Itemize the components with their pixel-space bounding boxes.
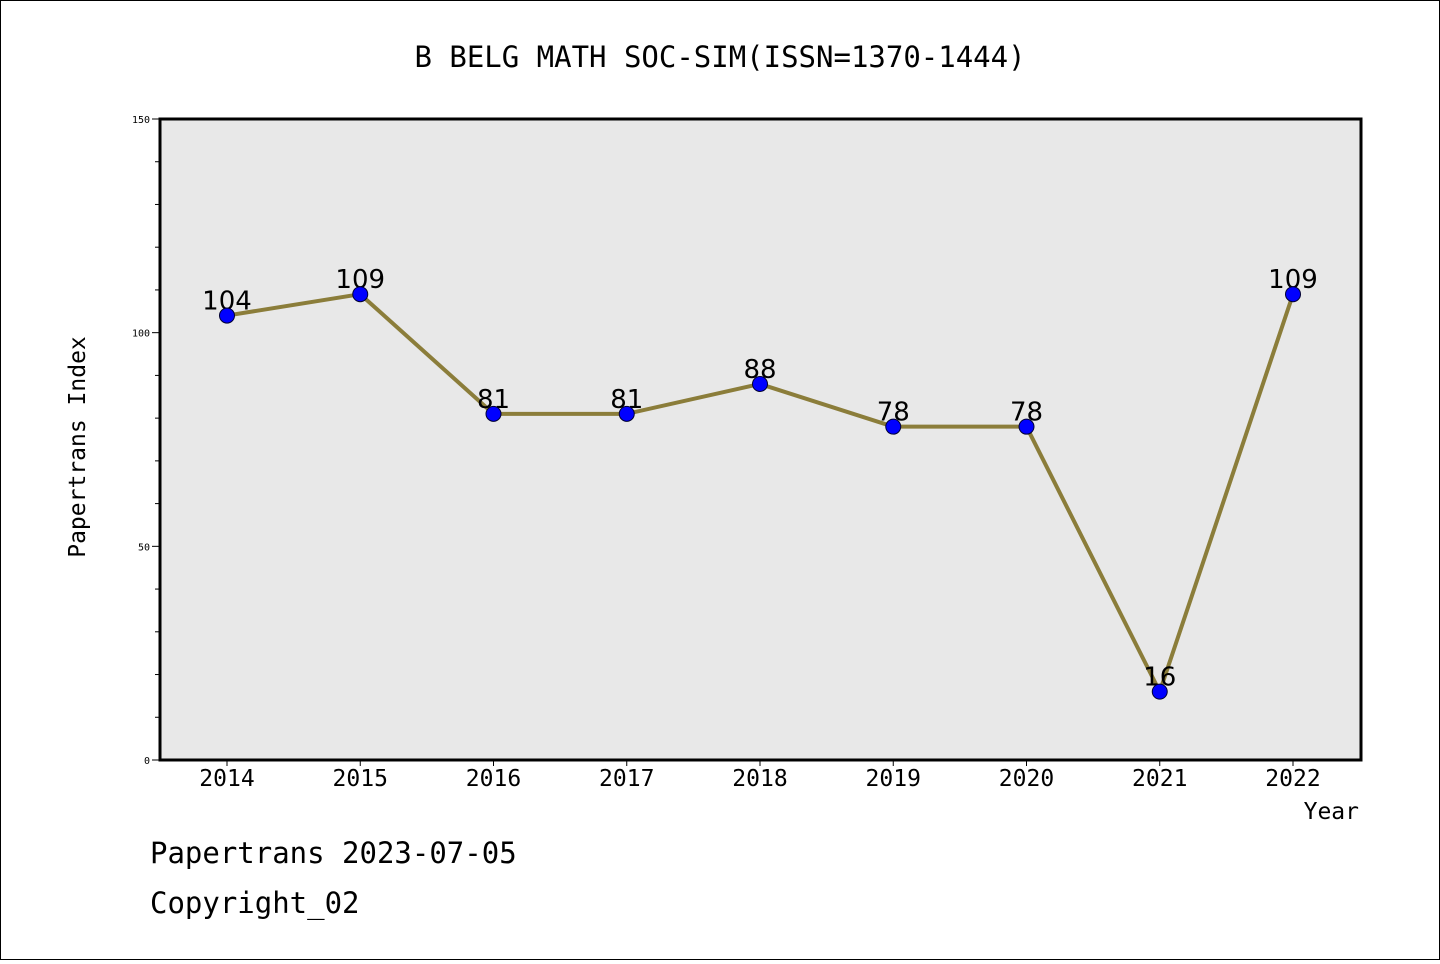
- y-tick-label: 150: [132, 115, 150, 126]
- x-tick-label: 2016: [466, 766, 521, 792]
- data-point: [1018, 418, 1035, 435]
- x-tick-label: 2017: [599, 766, 654, 792]
- x-axis: 2014 2015 2016 2017 2018 2019 2020 2021 2022: [199, 760, 1321, 792]
- y-tick-label: 0: [144, 756, 150, 767]
- x-tick-label: 2022: [1265, 766, 1320, 792]
- data-point: [1285, 286, 1301, 303]
- x-tick-label: 2014: [199, 766, 254, 792]
- data-point: [485, 405, 502, 422]
- y-tick-label: 100: [132, 329, 150, 340]
- chart-title: B BELG MATH SOC-SIM(ISSN=1370-1444): [414, 40, 1025, 74]
- x-tick-label: 2020: [999, 766, 1054, 792]
- data-point: [618, 405, 635, 422]
- y-axis: 0 50 100 150: [132, 115, 160, 767]
- x-tick-label: 2021: [1132, 766, 1187, 792]
- y-axis-title: Papertrans Index: [65, 336, 91, 558]
- y-tick-label: 50: [138, 542, 150, 553]
- data-point: [1151, 683, 1168, 700]
- footer-date: Papertrans 2023-07-05: [150, 836, 517, 870]
- data-point: [752, 375, 768, 392]
- x-axis-title: Year: [1304, 799, 1359, 825]
- footer-copyright: Copyright_02: [150, 886, 360, 921]
- data-point: [885, 418, 902, 435]
- data-point: [352, 286, 369, 303]
- data-point: [219, 307, 235, 324]
- plot-area: [158, 117, 1363, 762]
- x-tick-label: 2019: [866, 766, 921, 792]
- x-tick-label: 2015: [333, 766, 388, 792]
- data-points: [219, 286, 1301, 700]
- x-tick-label: 2018: [732, 766, 787, 792]
